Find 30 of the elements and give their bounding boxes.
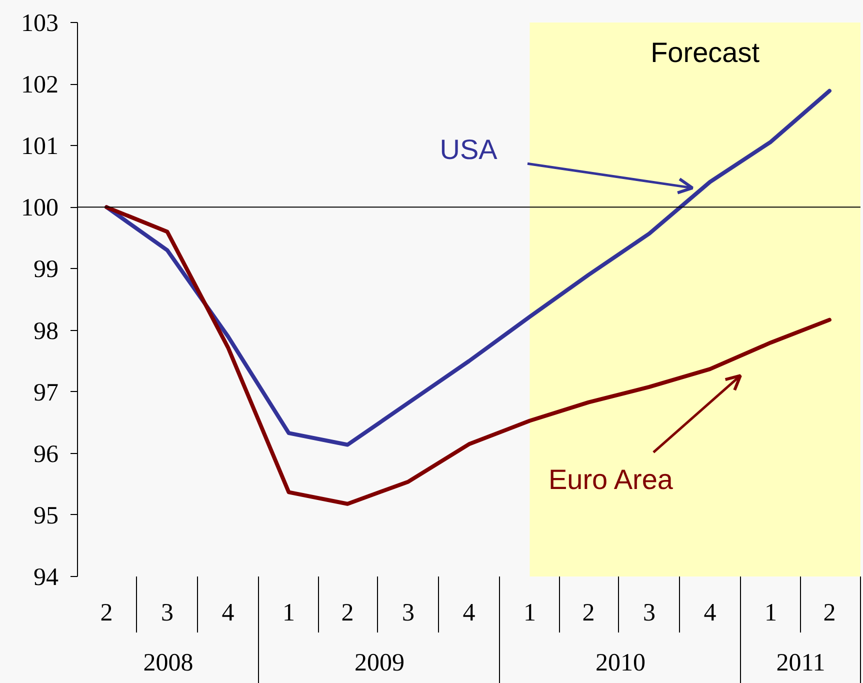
x-tick-label: 3 [161,600,174,626]
text: 2009 [354,650,405,676]
text: 2008 [143,650,194,676]
x-tick-label: 4 [462,600,476,626]
x-tick-label: 2 [582,600,595,626]
x-tick-label: 3 [642,600,656,626]
y-tick-label: 99 [34,256,58,284]
y-tick-label: 96 [34,440,58,468]
x-tick-label: 2 [341,600,354,626]
x-tick-label: 1 [523,600,536,626]
text: 2011 [776,650,826,676]
x-tick-label: 2 [823,600,836,626]
y-tick-label: 95 [34,502,58,530]
x-tick-label: 1 [282,600,296,626]
x-tick-label: 1 [764,600,777,626]
y-tick-label: 98 [34,318,58,345]
y-tick-label: 102 [21,72,58,99]
text: 2010 [596,650,646,676]
y-tick-label: 97 [34,379,58,406]
series-label: Euro Area [548,464,674,495]
band-label: Forecast [650,37,760,68]
y-tick-label: 94 [34,564,59,591]
x-tick-label: 2 [100,600,113,626]
x-tick-label: 4 [704,600,717,626]
x-tick-label: 3 [402,600,415,626]
y-tick-label: 103 [21,10,58,37]
x-tick-label: 4 [222,600,235,626]
y-tick-label: 100 [21,194,58,222]
text: USA [440,134,498,166]
y-tick-label: 101 [21,133,58,160]
